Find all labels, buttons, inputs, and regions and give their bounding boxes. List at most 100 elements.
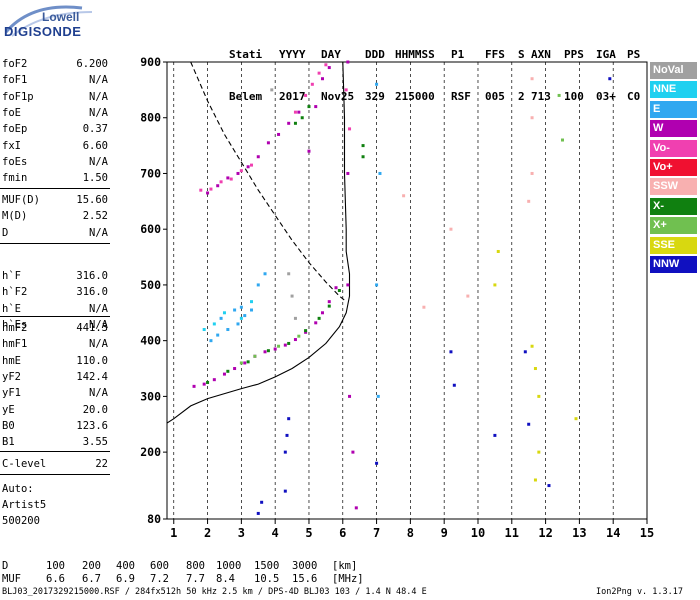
data-point	[243, 361, 247, 365]
data-point	[233, 367, 237, 371]
parameter-row: h`F 316.0	[2, 270, 108, 285]
data-point	[307, 105, 311, 109]
data-point	[285, 433, 289, 437]
data-point	[192, 384, 196, 388]
digisonde-logo: Lowell DIGISONDE	[2, 2, 132, 44]
header-row-1: Stati YYYY DAY DDD HHMMSS P1 FFS S AXN PPS IGA PS	[229, 48, 669, 62]
header-cell: 2017	[279, 90, 306, 103]
parameter-key: D	[2, 226, 9, 239]
station-header: Stati YYYY DAY DDD HHMMSS P1 FFS S AXN PPS IGA PS B…	[229, 20, 669, 118]
table-cell: 6.9	[116, 573, 135, 585]
autoscaling-info: Artist5	[2, 499, 47, 511]
panel-divider	[0, 451, 110, 452]
y-tick-label: 600	[140, 222, 161, 236]
data-point	[293, 316, 297, 320]
data-point	[530, 77, 534, 81]
x-tick-label: 12	[538, 526, 552, 540]
data-point	[530, 344, 534, 348]
data-point	[293, 110, 297, 114]
x-tick-label: 7	[373, 526, 380, 540]
parameter-key: foF1	[2, 74, 28, 87]
parameter-key: yF1	[2, 387, 21, 400]
logo-line1: Lowell	[42, 10, 80, 24]
data-point	[402, 194, 406, 198]
data-point	[277, 132, 281, 136]
data-point	[334, 286, 338, 290]
data-point	[206, 191, 210, 195]
data-point	[273, 347, 277, 351]
parameter-key: M(D)	[2, 210, 28, 223]
table-cell: 10.5	[254, 573, 280, 585]
parameter-key: C-level	[2, 458, 47, 470]
data-point	[375, 283, 379, 287]
data-point	[346, 283, 350, 287]
parameter-key: foE	[2, 106, 21, 119]
data-point	[327, 300, 331, 304]
y-tick-label: 900	[140, 55, 161, 69]
data-point	[557, 93, 561, 97]
header-cell: 329	[365, 90, 385, 103]
data-point	[348, 127, 352, 131]
parameter-value: 6.200	[76, 58, 108, 70]
data-point	[270, 88, 274, 92]
table-cell: 600	[150, 560, 169, 572]
data-point	[378, 171, 382, 175]
data-point	[266, 349, 270, 353]
parameter-value: 123.6	[76, 419, 108, 432]
parameter-row: foF1p N/A	[2, 91, 108, 106]
data-point	[287, 417, 291, 421]
parameter-key: hmE	[2, 354, 21, 367]
parameter-row: foE N/A	[2, 107, 108, 122]
data-point	[226, 328, 230, 332]
panel-divider	[0, 316, 110, 317]
data-point	[530, 116, 534, 120]
header-cell: Belem	[229, 90, 263, 103]
parameter-row: D N/A	[2, 227, 108, 242]
data-point	[277, 344, 281, 348]
x-tick-label: 4	[272, 526, 279, 540]
parameter-value: 441.3	[76, 322, 108, 334]
data-point	[314, 321, 318, 325]
x-tick-label: 11	[505, 526, 519, 540]
table-cell: [MHz]	[332, 573, 364, 585]
data-point	[320, 311, 324, 315]
data-point	[493, 283, 497, 287]
parameter-row: yE 20.0	[2, 404, 108, 419]
y-tick-label: 400	[140, 334, 161, 348]
data-point	[246, 165, 250, 169]
parameter-key: h`F	[2, 270, 21, 282]
header-cell: S	[518, 48, 525, 61]
data-point	[348, 394, 352, 398]
parameter-value: 15.60	[76, 194, 108, 206]
data-point	[260, 500, 264, 504]
parameter-row: C-level 22	[2, 458, 108, 473]
parameter-row: B1 3.55	[2, 436, 108, 451]
header-cell: PS	[627, 48, 641, 61]
parameter-value: N/A	[89, 106, 108, 119]
data-point	[354, 506, 358, 510]
data-point	[239, 305, 243, 309]
parameter-value: 2.52	[82, 210, 108, 223]
data-point	[256, 155, 260, 159]
parameter-value: N/A	[89, 318, 108, 331]
parameter-value: N/A	[89, 74, 108, 87]
y-tick-label: 80	[147, 512, 161, 526]
data-point	[256, 283, 260, 287]
data-point	[493, 433, 497, 437]
parameter-row: hmF1 N/A	[2, 338, 108, 353]
table-cell: 1000	[216, 560, 242, 572]
x-tick-label: 15	[640, 526, 654, 540]
table-row-label: D	[2, 560, 9, 572]
data-point	[327, 304, 331, 308]
legend-item: E	[650, 100, 697, 118]
data-point	[243, 314, 247, 318]
data-point	[236, 171, 240, 175]
parameter-value: 316.0	[76, 286, 108, 299]
data-point	[209, 339, 213, 343]
header-cell: P1	[451, 48, 465, 61]
legend-item: W	[650, 120, 697, 138]
table-cell: 3000	[292, 560, 318, 572]
data-point	[320, 77, 324, 81]
parameter-key: foF2	[2, 58, 28, 70]
data-point	[239, 316, 243, 320]
